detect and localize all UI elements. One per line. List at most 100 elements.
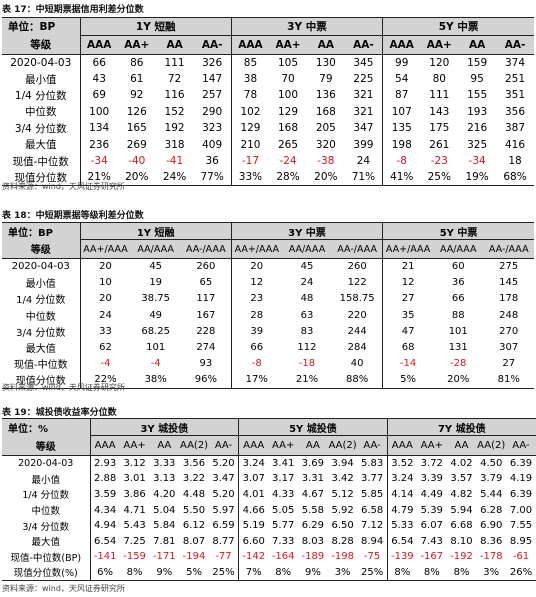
table-cell: 136 [315,89,336,102]
table-cell: 131 [448,342,468,354]
table-cell: 5.44 [480,488,503,500]
table-cell: 26% [506,564,536,581]
table-cell: 3.56 [182,458,206,470]
table-cell: 107 [382,103,421,121]
table-cell: 129 [278,105,299,118]
table-row: 现值-中位数 -34 -40 -41 36 -17 -24 -38 24 -8 -23 -34 18 [2,152,534,170]
table-cell: 36 [451,277,465,289]
table-cell: 3.57 [450,473,473,485]
table-cell: 8% [446,564,477,581]
table-cell: 399 [353,138,374,151]
table-cell: 40 [350,358,364,370]
table-cell: 4.79 [386,502,417,518]
table-cell: 36 [205,155,219,168]
table-cell: 409 [202,138,223,151]
table-cell: 71% [344,169,383,187]
table-cell: 9% [149,564,180,581]
table-cell: 38.75 [141,293,170,305]
table-cell: -178 [479,551,503,563]
table-cell: 62 [99,342,112,354]
table-cell: 7.81 [153,535,176,547]
table-cell: 5.19 [238,517,269,534]
table-cell: -23 [430,155,448,168]
row-label: 中位数 [2,502,91,518]
table-cell: 135 [382,120,421,137]
col-header: AA(2) [179,435,209,456]
group-header-3y: 3Y 中票 [230,17,383,36]
table-row: 2020-04-03 2.93 3.12 3.33 3.56 5.20 3.24 3.41 3.… [2,455,536,472]
table-cell: 20% [433,371,484,389]
table-cell: 9% [298,564,328,581]
group-header-3y: 3Y 中票 [230,222,383,240]
table-cell: 85 [230,54,270,71]
table-18-source: 资料来源：wind，天风证券研究所 [2,383,125,392]
table-cell: 8.94 [360,535,384,547]
table-cell: 126 [126,105,147,118]
table-cell: 70 [281,73,295,86]
table-cell: 65 [199,277,213,289]
col-header: AA [458,35,497,55]
table-cell: 8.10 [450,535,473,547]
table-cell: 79 [319,73,333,86]
table-cell: 112 [297,342,317,354]
col-header: AA [446,435,477,456]
table-cell: 4.66 [238,502,269,518]
table-cell: 101 [146,342,166,354]
row-header-label: 等级 [2,239,81,259]
table-cell: 158.75 [339,293,375,305]
table-cell: 130 [315,56,336,69]
table-cell: 159 [467,56,488,69]
table-cell: -77 [215,551,232,563]
table-row: 中位数 4.34 4.71 5.04 5.50 5.97 4.66 5.05 5.58 5.92 6… [2,502,536,518]
table-cell: 6.12 [182,520,206,532]
table-cell: 17% [230,371,282,389]
table-cell: 321 [353,89,374,102]
table-cell: 168 [315,105,336,118]
col-header: AA- [208,435,239,456]
table-cell: 77% [193,169,232,187]
table-cell: 39 [230,323,282,340]
table-cell: 5.94 [450,504,473,516]
table-cell: 72 [167,73,182,86]
table-cell: 351 [504,89,526,102]
table-cell: 3.41 [272,458,295,470]
table-cell: 8% [119,564,150,581]
table-cell: -4 [100,358,111,370]
table-cell: -61 [512,551,530,563]
col-header: AAA [90,435,120,456]
table-row: 现值-中位数 -4 -4 93 -8 -18 40 -14 -28 27 [2,355,534,372]
table-cell: 265 [278,138,299,151]
table-cell: 4.50 [480,458,503,470]
table-cell: 198 [382,136,421,153]
table-cell: 95 [470,73,484,86]
table-cell: -198 [331,551,354,563]
table-cell: -167 [420,551,444,563]
table-cell: 6.68 [450,520,473,532]
table-cell: 416 [504,138,526,151]
table-cell: 320 [315,138,336,151]
table-cell: 5.20 [212,458,235,470]
table-row: 3/4 分位数 4.94 5.43 5.84 6.12 6.59 5.19 5.77 6.29 6… [2,517,536,534]
table-cell: 6.07 [420,520,443,532]
table-cell: 7.25 [123,535,146,547]
table-cell: 68.25 [141,325,170,337]
row-label: 1/4 分位数 [2,87,81,104]
table-cell: 260 [347,261,367,273]
col-header: AA/AAA [433,239,484,259]
row-label: 1/4 分位数 [2,486,91,503]
table-cell: 8.07 [182,535,206,547]
table-cell: 5.39 [420,504,443,516]
table-cell: 3.86 [123,488,146,500]
table-cell: 68 [382,339,434,356]
table-17-source: 资料来源：wind，天风证券研究所 [2,182,125,191]
col-header: AA [306,35,345,55]
table-cell: 24 [356,155,371,168]
table-cell: 21 [382,258,434,275]
row-label: 最小值 [2,70,81,88]
table-cell: 8% [386,564,417,581]
table-cell: 5.58 [301,504,325,516]
table-19-source: 资料来源：wind，天风证券研究所 [2,584,125,593]
table-cell: 6.39 [509,458,533,470]
table-cell: 321 [353,105,374,118]
table-cell: -28 [450,358,467,370]
